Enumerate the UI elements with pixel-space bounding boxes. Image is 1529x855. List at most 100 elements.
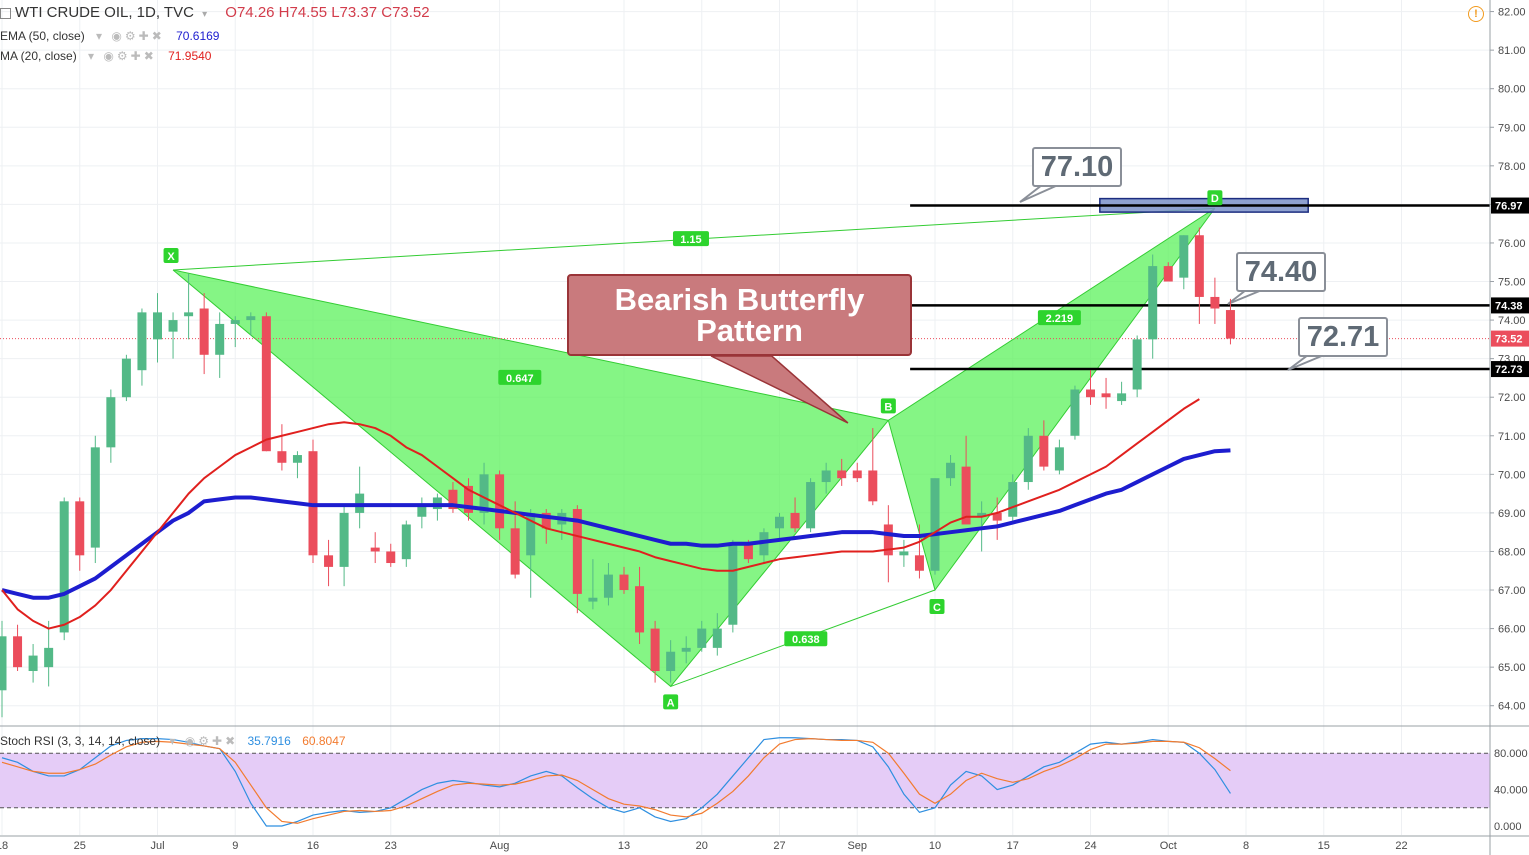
candle[interactable]: [479, 462, 489, 525]
ratio-label-ac-bg: [784, 631, 828, 647]
candle-body: [106, 397, 116, 448]
candle[interactable]: [464, 478, 473, 521]
candle[interactable]: [930, 478, 940, 575]
candle[interactable]: [1039, 420, 1049, 471]
candle[interactable]: [1179, 235, 1189, 290]
candle[interactable]: [1148, 254, 1158, 359]
candle-body: [588, 597, 598, 602]
price-box-pointer: [1019, 184, 1059, 203]
candle[interactable]: [121, 354, 131, 402]
candle[interactable]: [13, 624, 23, 672]
candle[interactable]: [650, 620, 660, 683]
candle[interactable]: [1086, 370, 1095, 405]
candle-body: [215, 323, 225, 355]
pattern-label-x-bg: [163, 247, 179, 263]
candle[interactable]: [246, 312, 256, 336]
candle[interactable]: [681, 636, 691, 664]
callout-pointer: [710, 355, 849, 424]
candle[interactable]: [1023, 428, 1033, 490]
candle[interactable]: [992, 497, 1002, 540]
candle[interactable]: [355, 466, 365, 529]
candle[interactable]: [961, 435, 971, 525]
candle[interactable]: [883, 505, 893, 583]
candle[interactable]: [448, 482, 458, 513]
candle[interactable]: [1194, 227, 1204, 324]
candle[interactable]: [106, 389, 116, 463]
candle[interactable]: [277, 424, 287, 471]
candle-body: [137, 312, 147, 371]
rsi-tick-label: 80.000: [1494, 748, 1528, 760]
candle[interactable]: [324, 539, 334, 587]
candle[interactable]: [1210, 277, 1220, 324]
candle[interactable]: [914, 524, 924, 579]
warning-icon[interactable]: !: [1468, 6, 1484, 22]
candle[interactable]: [199, 293, 209, 375]
candle[interactable]: [635, 566, 645, 645]
candle[interactable]: [230, 316, 240, 348]
indicator-buttons[interactable]: ▾ ◉⚙✚✖: [96, 29, 165, 43]
candle[interactable]: [417, 497, 427, 529]
candle[interactable]: [712, 613, 722, 656]
candle[interactable]: [153, 293, 162, 363]
candle[interactable]: [292, 451, 302, 479]
x-tick-label: 17: [1007, 840, 1019, 852]
candle[interactable]: [619, 566, 629, 594]
candle[interactable]: [588, 559, 598, 610]
pattern-labels: X A B C D 1.15 0.647 2.219 0.638: [163, 190, 1223, 710]
candle-body: [1039, 435, 1049, 467]
candle[interactable]: [1117, 381, 1127, 405]
ema-legend[interactable]: EMA (50, close) ▾ ◉⚙✚✖ 70.6169: [0, 29, 219, 43]
candle[interactable]: [526, 509, 536, 598]
x-tick-label: 10: [929, 840, 941, 852]
price-box-low: 72.71: [1298, 317, 1388, 357]
pattern-label-d-bg: [1207, 190, 1223, 206]
candle[interactable]: [572, 505, 582, 614]
candle[interactable]: [28, 644, 38, 683]
candle[interactable]: [137, 308, 147, 386]
candle[interactable]: [308, 439, 318, 564]
candle[interactable]: [790, 497, 800, 533]
candle[interactable]: [339, 505, 349, 587]
candle[interactable]: [946, 455, 956, 486]
candle[interactable]: [899, 539, 909, 567]
candles[interactable]: [0, 227, 1235, 718]
candle[interactable]: [775, 512, 784, 540]
candle[interactable]: [184, 273, 194, 340]
candle[interactable]: [821, 462, 831, 494]
candle[interactable]: [852, 462, 862, 483]
stoch-rsi-legend[interactable]: Stoch RSI (3, 3, 14, 14, close) ▾ ◉⚙✚✖ 3…: [0, 734, 346, 748]
indicator-buttons[interactable]: ▾ ◉⚙✚✖: [88, 49, 157, 63]
candle[interactable]: [168, 312, 178, 359]
candle[interactable]: [90, 435, 100, 564]
x-tick-label: 13: [618, 840, 630, 852]
candle[interactable]: [1070, 385, 1080, 440]
candle[interactable]: [603, 563, 613, 606]
candle[interactable]: [697, 620, 707, 652]
candle[interactable]: [1054, 439, 1064, 475]
candle[interactable]: [59, 497, 69, 641]
chevron-down-icon[interactable]: ▾: [202, 9, 208, 20]
indicator-buttons[interactable]: ▾ ◉⚙✚✖: [169, 734, 239, 748]
candle[interactable]: [401, 520, 411, 567]
candle[interactable]: [806, 478, 816, 533]
candle[interactable]: [386, 543, 396, 567]
candle[interactable]: [1008, 474, 1018, 525]
candle[interactable]: [370, 532, 380, 564]
candle[interactable]: [1163, 262, 1173, 282]
candle[interactable]: [728, 539, 738, 633]
candle-body: [1194, 235, 1204, 297]
candle[interactable]: [837, 458, 847, 486]
candle[interactable]: [1132, 335, 1142, 398]
ma-legend[interactable]: MA (20, close) ▾ ◉⚙✚✖ 71.9540: [0, 49, 211, 63]
collapse-icon[interactable]: [0, 7, 11, 19]
candle[interactable]: [1101, 377, 1111, 409]
candle[interactable]: [261, 312, 271, 452]
candle[interactable]: [0, 620, 7, 718]
candle[interactable]: [868, 428, 878, 506]
candle[interactable]: [75, 497, 85, 571]
candle[interactable]: [1225, 298, 1235, 345]
candle[interactable]: [666, 640, 676, 683]
candle[interactable]: [44, 620, 54, 687]
symbol-header[interactable]: WTI CRUDE OIL, 1D, TVC ▾ O74.26 H74.55 L…: [0, 4, 430, 21]
candle[interactable]: [215, 312, 225, 378]
